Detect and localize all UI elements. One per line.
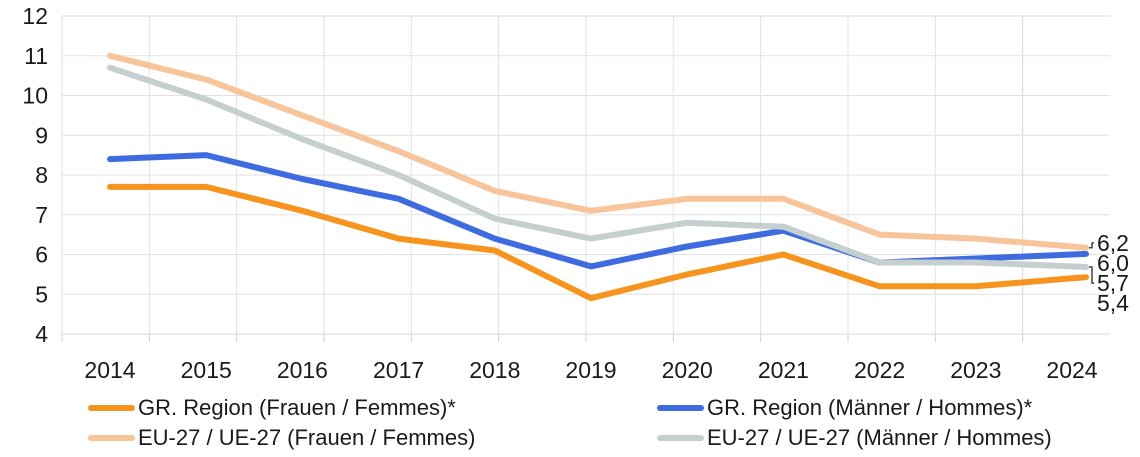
y-axis-label: 5	[35, 281, 48, 307]
end-label-callout-eu-27-frauen	[1089, 242, 1094, 249]
horizontal-gridlines	[62, 15, 1110, 335]
series-lines	[107, 52, 1089, 302]
x-axis-labels: 2014 2015 2016 2017 2018 2019 2020 2021 2022 2023…	[84, 357, 1097, 383]
x-axis-label: 2020	[662, 357, 713, 383]
y-axis-label: 7	[35, 202, 48, 228]
y-axis-label: 8	[35, 162, 48, 188]
x-axis-label: 2021	[758, 357, 809, 383]
y-axis-label: 12	[22, 3, 48, 29]
y-axis-label: 9	[35, 122, 48, 148]
y-axis-label: 10	[22, 83, 48, 109]
x-axis-label: 2015	[181, 357, 232, 383]
x-axis-label: 2022	[854, 357, 905, 383]
x-axis-label: 2019	[565, 357, 616, 383]
end-value-label-gr-region-frauen: 5,4	[1097, 290, 1129, 316]
end-label-callout-eu-27-maenner	[1089, 266, 1094, 284]
y-axis-label: 6	[35, 242, 48, 268]
y-axis-label: 4	[35, 321, 48, 347]
end-value-label-gr-region-maenner: 6,0	[1097, 250, 1129, 276]
end-value-label-eu-27-frauen: 6,2	[1097, 230, 1129, 256]
x-axis-label: 2018	[469, 357, 520, 383]
series-line-eu-27-frauen	[107, 52, 1089, 251]
series-line-eu-27-maenner	[107, 64, 1089, 270]
x-axis-label: 2014	[84, 357, 135, 383]
series-line-gr-region-maenner	[107, 152, 1089, 270]
axis-tick-marks	[61, 334, 1024, 342]
y-axis-labels: 12 11 10 9 8 7 6 5 4	[22, 3, 48, 347]
y-axis-label: 11	[24, 43, 48, 69]
x-axis-label: 2024	[1046, 357, 1097, 383]
end-value-label-eu-27-maenner: 5,7	[1097, 270, 1129, 296]
x-axis-label: 2016	[277, 357, 328, 383]
x-axis-label: 2023	[950, 357, 1001, 383]
end-value-labels: 6,26,05,75,4	[1089, 230, 1129, 316]
x-axis-label: 2017	[373, 357, 424, 383]
series-line-gr-region-frauen	[107, 183, 1089, 302]
